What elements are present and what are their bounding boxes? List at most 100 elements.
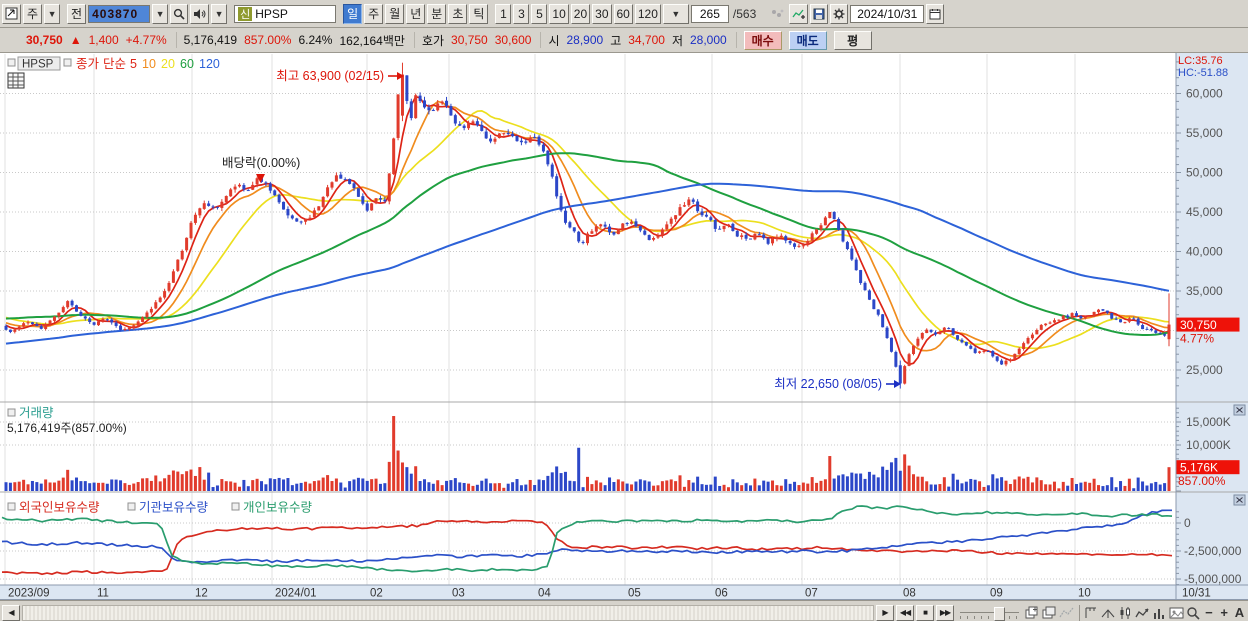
turnover-pct: 6.24% bbox=[298, 33, 333, 47]
ma-60-line bbox=[5, 152, 1170, 336]
font-button[interactable]: A bbox=[1234, 605, 1245, 620]
svg-text:개인보유수량: 개인보유수량 bbox=[243, 501, 313, 515]
line-style-icon[interactable] bbox=[1135, 604, 1150, 621]
interval-30-button[interactable]: 30 bbox=[592, 3, 612, 24]
svg-text:외국인보유수량: 외국인보유수량 bbox=[19, 501, 100, 515]
svg-text:종가: 종가 bbox=[76, 57, 100, 71]
data-table-icon[interactable] bbox=[7, 72, 25, 89]
stock-code-input[interactable]: 403870 bbox=[88, 4, 151, 23]
interval-3-button[interactable]: 3 bbox=[513, 3, 530, 24]
cascade-windows-icon[interactable] bbox=[1042, 604, 1057, 621]
timeframe-minute-button[interactable]: 분 bbox=[427, 3, 447, 24]
svg-text:HPSP: HPSP bbox=[22, 59, 54, 71]
high-label: 고 bbox=[610, 33, 622, 48]
timeframe-day-button[interactable]: 일 bbox=[343, 3, 363, 24]
svg-text:60: 60 bbox=[180, 57, 194, 71]
interval-120-button[interactable]: 120 bbox=[634, 3, 661, 24]
svg-text:30,750: 30,750 bbox=[1180, 318, 1217, 332]
gear-icon[interactable] bbox=[830, 3, 849, 24]
slider-thumb[interactable] bbox=[994, 606, 1005, 621]
volume-panel-close-icon[interactable] bbox=[1233, 404, 1246, 416]
svg-text:25,000: 25,000 bbox=[1186, 363, 1223, 377]
empty-combo[interactable]: ▼ bbox=[662, 3, 689, 24]
volume-value: 5,176,419 bbox=[183, 33, 238, 47]
svg-text:857.00%: 857.00% bbox=[1178, 474, 1226, 488]
price-change-pct: +4.77% bbox=[125, 33, 167, 47]
add-indicator-icon[interactable] bbox=[789, 3, 809, 24]
stop-button[interactable]: ■ bbox=[916, 604, 934, 621]
jeon-button[interactable]: 전 bbox=[67, 3, 87, 24]
timeframe-second-button[interactable]: 초 bbox=[448, 3, 468, 24]
price-chart-svg[interactable]: 60,000 55,000 50,000 45,000 40,000 35,000 25,0… bbox=[0, 53, 1248, 600]
annotation-dividend bbox=[256, 174, 265, 183]
timeframe-week-button[interactable]: 주 bbox=[364, 3, 384, 24]
interval-60-button[interactable]: 60 bbox=[613, 3, 633, 24]
chart-scrollbar[interactable] bbox=[22, 604, 874, 621]
rewind-button[interactable]: ◀◀ bbox=[896, 604, 914, 621]
ask-price: 30,750 bbox=[451, 33, 488, 47]
candle-style-icon[interactable] bbox=[1118, 604, 1133, 621]
zoom-icon[interactable] bbox=[1186, 604, 1200, 621]
svg-text:40,000: 40,000 bbox=[1186, 245, 1223, 259]
holdings-panel-close-icon[interactable] bbox=[1233, 494, 1246, 506]
speed-slider[interactable] bbox=[960, 605, 1019, 621]
timeframe-year-button[interactable]: 년 bbox=[406, 3, 426, 24]
scroll-left-icon[interactable]: ◀ bbox=[2, 604, 20, 621]
ma-20-line bbox=[5, 110, 1170, 350]
svg-text:LC:35.76: LC:35.76 bbox=[1178, 55, 1223, 67]
zoom-in-button[interactable]: + bbox=[1220, 605, 1228, 620]
search-icon[interactable] bbox=[170, 3, 189, 24]
svg-text:4.77%: 4.77% bbox=[1180, 332, 1214, 346]
timeframe-month-button[interactable]: 월 bbox=[385, 3, 405, 24]
play-button[interactable]: ▶ bbox=[876, 604, 894, 621]
timeframe-tick-button[interactable]: 틱 bbox=[469, 3, 489, 24]
zoom-out-button[interactable]: − bbox=[1205, 605, 1213, 620]
calendar-icon[interactable] bbox=[926, 3, 945, 24]
bottom-toolbar: ◀ ▶ ◀◀ ■ ▶▶ − + A bbox=[0, 600, 1248, 621]
date-input[interactable]: 2024/10/31 bbox=[850, 4, 925, 23]
sound-icon[interactable] bbox=[190, 3, 210, 24]
up-arrow-icon: ▲ bbox=[69, 33, 82, 47]
peak-tool-icon[interactable] bbox=[1101, 604, 1116, 621]
candle-count-input[interactable]: 265 bbox=[690, 4, 729, 23]
buy-button[interactable]: 매수 bbox=[743, 30, 782, 50]
svg-text:35,000: 35,000 bbox=[1186, 284, 1223, 298]
avg-button[interactable]: 평 bbox=[833, 30, 872, 50]
svg-text:0: 0 bbox=[1184, 516, 1191, 530]
chart-area[interactable]: 60,000 55,000 50,000 45,000 40,000 35,000 25,0… bbox=[0, 53, 1248, 600]
period-combo-arrow-icon[interactable]: ▼ bbox=[44, 3, 61, 24]
interval-1-button[interactable]: 1 bbox=[495, 3, 512, 24]
svg-text:07: 07 bbox=[805, 588, 818, 600]
svg-text:HC:-51.88: HC:-51.88 bbox=[1178, 67, 1228, 79]
sound-dropdown-icon[interactable]: ▼ bbox=[211, 3, 228, 24]
interval-5-button[interactable]: 5 bbox=[531, 3, 548, 24]
new-window-icon[interactable] bbox=[1025, 604, 1040, 621]
compare-icon[interactable] bbox=[768, 5, 787, 23]
code-dropdown-icon[interactable]: ▼ bbox=[152, 3, 169, 24]
open-price: 28,900 bbox=[566, 33, 604, 47]
save-icon[interactable] bbox=[810, 3, 829, 24]
open-label: 시 bbox=[548, 33, 560, 48]
volume-bars bbox=[4, 416, 1171, 491]
fast-forward-button[interactable]: ▶▶ bbox=[936, 604, 954, 621]
low-label: 저 bbox=[671, 33, 683, 48]
bid-price: 30,600 bbox=[494, 33, 532, 47]
svg-text:단순: 단순 bbox=[103, 57, 126, 71]
stock-name-field[interactable]: 신 HPSP bbox=[234, 4, 337, 23]
bar-style-icon[interactable] bbox=[1152, 604, 1167, 621]
scale-tool-icon[interactable] bbox=[1084, 604, 1099, 621]
svg-text:최저 22,650 (08/05): 최저 22,650 (08/05) bbox=[774, 377, 882, 391]
sell-button[interactable]: 매도 bbox=[788, 30, 827, 50]
interval-20-button[interactable]: 20 bbox=[570, 3, 591, 24]
svg-text:2024/01: 2024/01 bbox=[275, 588, 317, 600]
svg-text:08: 08 bbox=[903, 588, 916, 600]
svg-text:05: 05 bbox=[628, 588, 641, 600]
current-price: 30,750 bbox=[26, 33, 63, 47]
snapshot-icon[interactable] bbox=[1169, 604, 1184, 621]
interval-10-button[interactable]: 10 bbox=[549, 3, 569, 24]
chart-panel-icon-button[interactable] bbox=[2, 3, 21, 24]
svg-text:10: 10 bbox=[1078, 588, 1091, 600]
period-combo[interactable]: 주 bbox=[23, 3, 43, 24]
symbol-legend-box bbox=[17, 56, 61, 71]
